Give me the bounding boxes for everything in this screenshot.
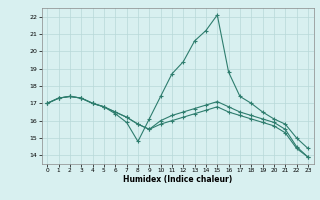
X-axis label: Humidex (Indice chaleur): Humidex (Indice chaleur) <box>123 175 232 184</box>
